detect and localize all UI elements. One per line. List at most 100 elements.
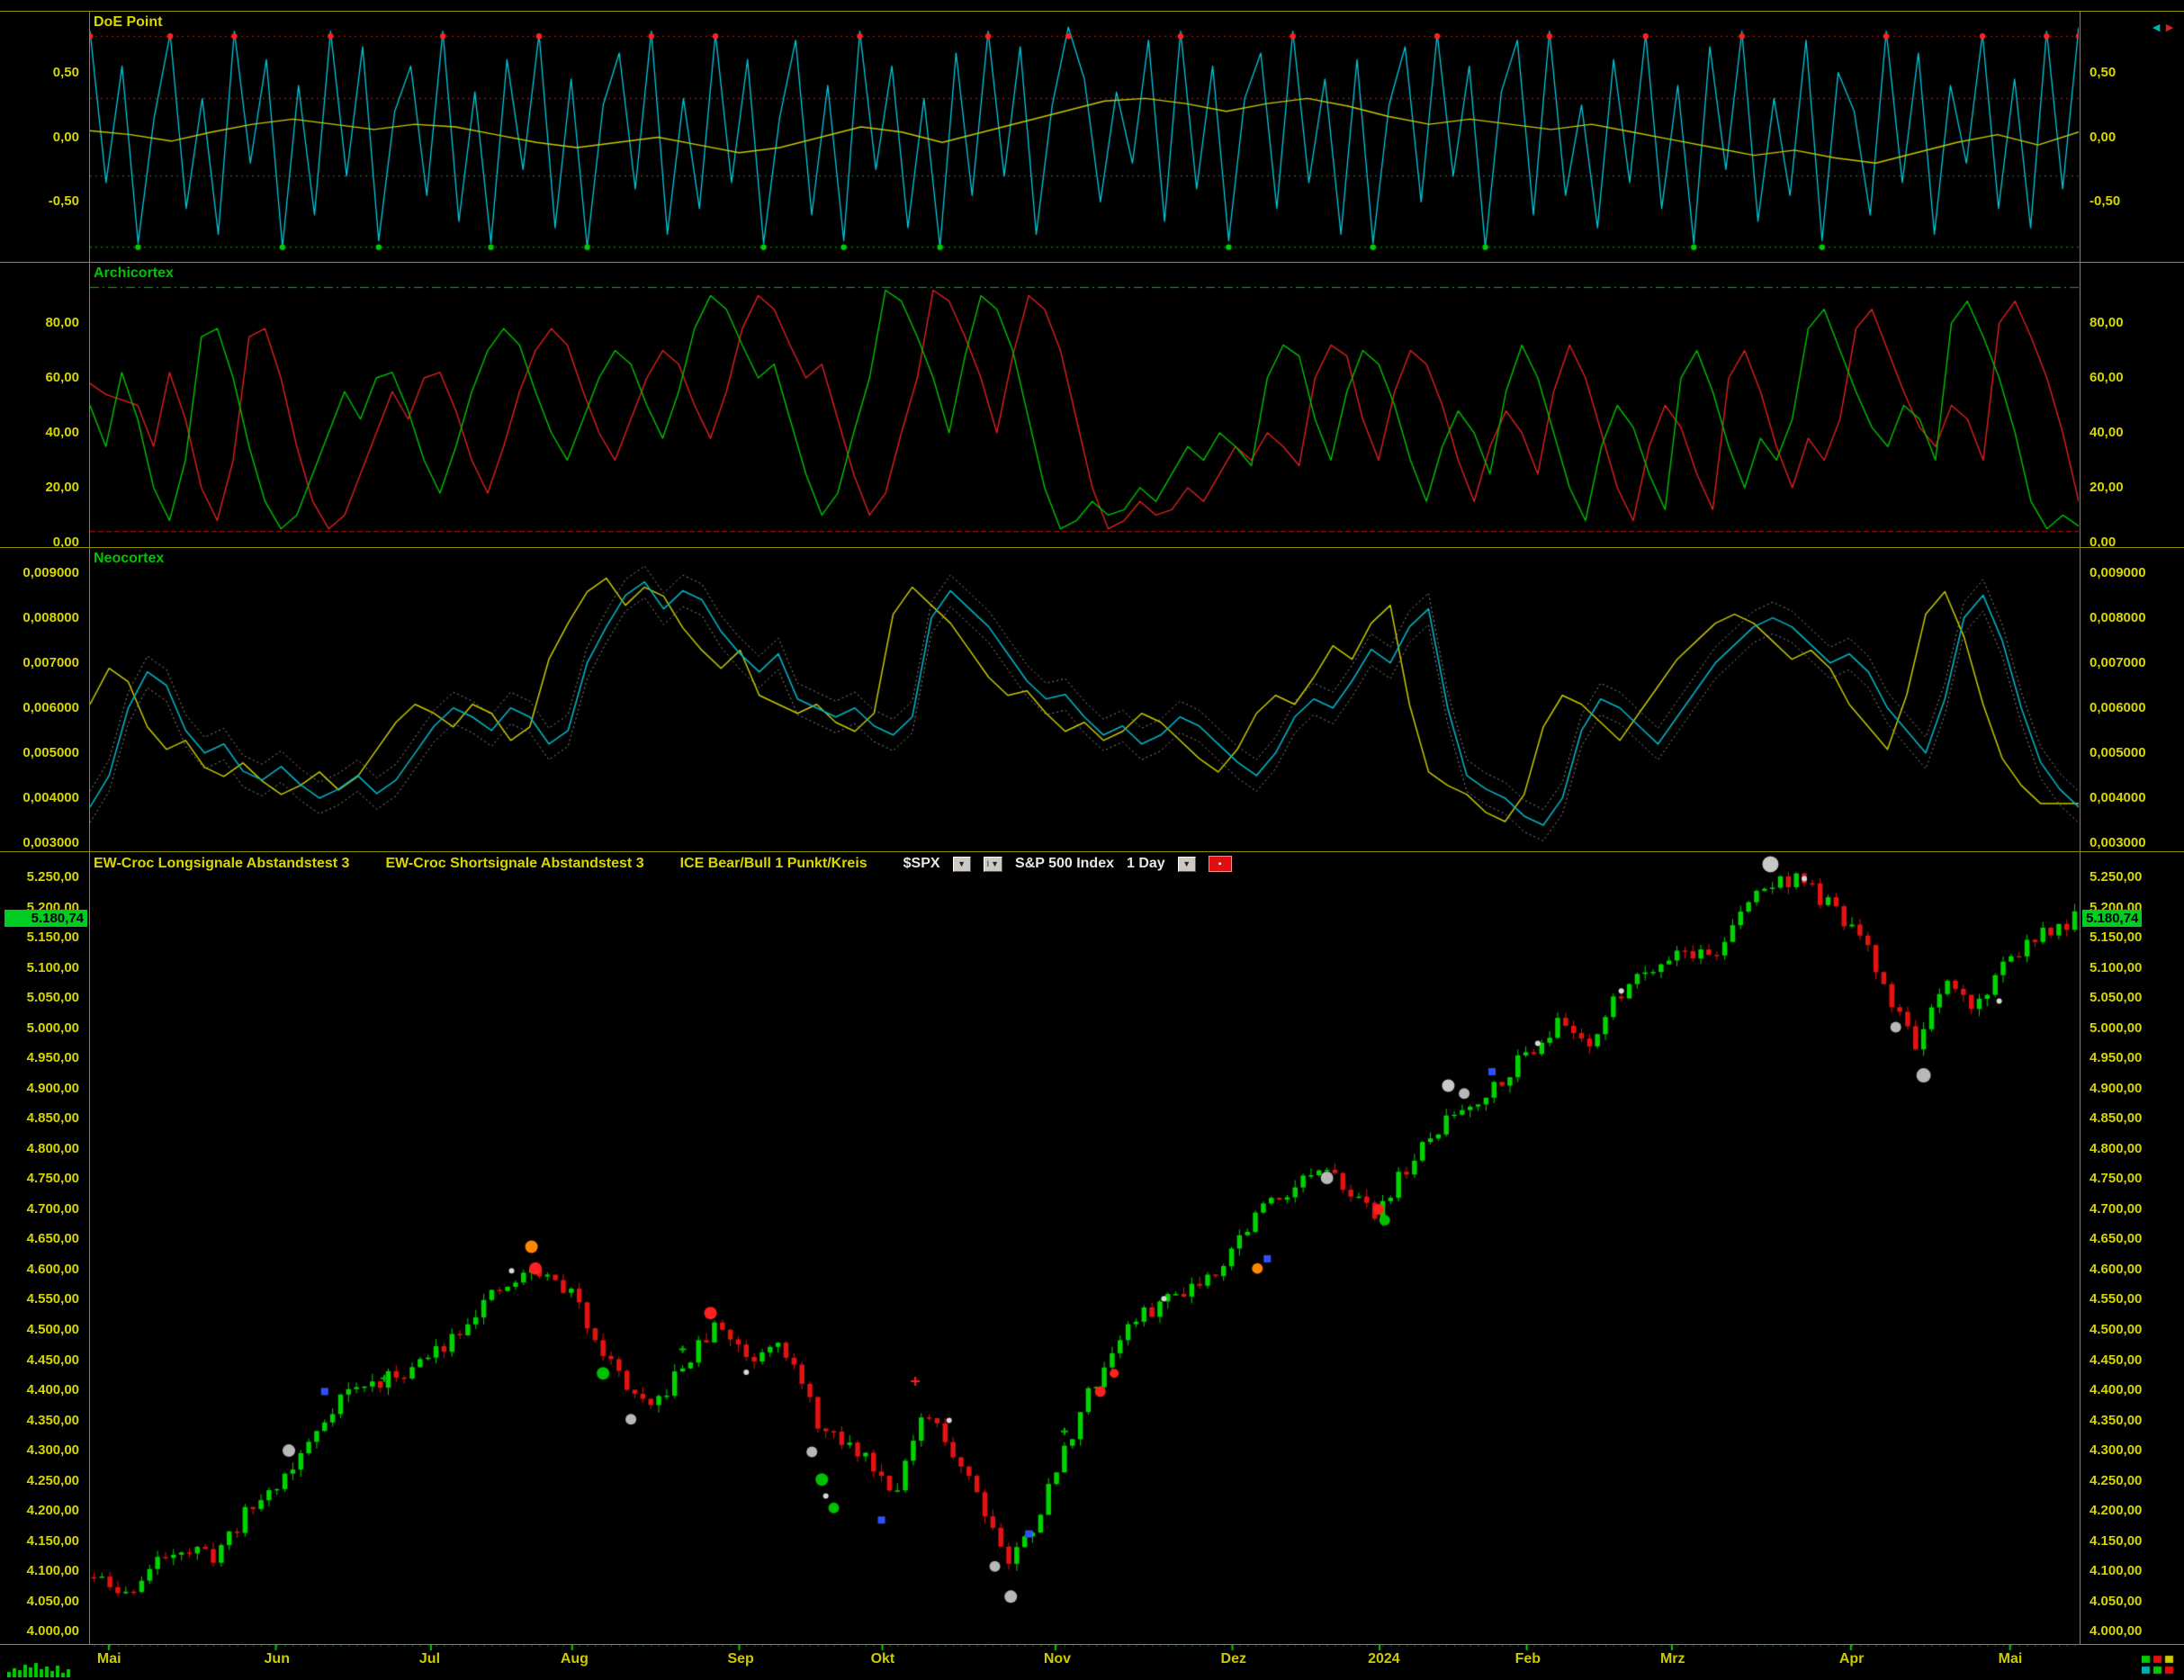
y-axis-right[interactable]: 0,009000 0,008000 0,007000 0,006000 0,005000… bbox=[2081, 548, 2184, 851]
y-axis-label: 4.950,00 bbox=[26, 1050, 79, 1066]
y-axis-left[interactable]: 0,50 0,00 -0,50 bbox=[0, 12, 88, 262]
y-axis-label: 5.250,00 bbox=[26, 869, 79, 885]
chart-toolbar: EW-Croc Longsignale Abstandstest 3 EW-Cr… bbox=[94, 856, 1232, 872]
y-axis-label: 0,00 bbox=[52, 534, 79, 550]
y-axis-label: 4.900,00 bbox=[26, 1080, 79, 1096]
interval-dropdown-button[interactable]: I ▼ bbox=[983, 856, 1003, 872]
y-axis-label: 4.350,00 bbox=[26, 1412, 79, 1428]
y-axis-label: 40,00 bbox=[2090, 424, 2124, 440]
legend-ew-croc-long[interactable]: EW-Croc Longsignale Abstandstest 3 bbox=[94, 856, 350, 871]
scroll-icons: ◄► bbox=[2150, 20, 2177, 34]
y-axis-label: 4.100,00 bbox=[2090, 1563, 2143, 1579]
y-axis-label: 80,00 bbox=[45, 315, 79, 331]
x-axis-month-label: Okt bbox=[870, 1651, 895, 1667]
y-axis-label: 0,008000 bbox=[2090, 609, 2146, 625]
legend-ew-croc-short[interactable]: EW-Croc Shortsignale Abstandstest 3 bbox=[385, 856, 644, 871]
instrument-label[interactable]: S&P 500 Index bbox=[1015, 856, 1114, 871]
interval-icon: I bbox=[986, 859, 990, 868]
y-axis-label: 4.550,00 bbox=[2090, 1291, 2143, 1307]
y-axis-label: 0,50 bbox=[2090, 64, 2117, 80]
chevron-down-icon: ▼ bbox=[957, 859, 966, 868]
y-axis-right[interactable]: 4.000,00 4.050,00 4.100,00 4.150,00 4.200,00… bbox=[2081, 852, 2184, 1644]
y-axis-right[interactable]: 0,50 0,00 -0,50 bbox=[2081, 12, 2184, 262]
y-axis-label: 0,005000 bbox=[2090, 744, 2146, 760]
time-axis[interactable]: Mai Jun Jul Aug Sep Okt Nov Dez 2024 Feb Mrz Apr Mai bbox=[0, 1644, 2184, 1680]
y-axis-label: 4.000,00 bbox=[26, 1623, 79, 1640]
y-axis-label: 0,006000 bbox=[2090, 699, 2146, 715]
y-axis-label: 4.850,00 bbox=[26, 1110, 79, 1127]
y-axis-label: -0,50 bbox=[48, 193, 79, 210]
y-axis-left[interactable]: 0,009000 0,008000 0,007000 0,006000 0,005000… bbox=[0, 548, 88, 851]
y-axis-label: -0,50 bbox=[2090, 193, 2121, 210]
red-indicator-badge[interactable]: ▪ bbox=[1208, 856, 1232, 872]
scroll-left-icon[interactable]: ◄ bbox=[2150, 20, 2164, 34]
panel-main-chart: 4.000,00 4.050,00 4.100,00 4.150,00 4.200,00… bbox=[0, 851, 2184, 1645]
y-axis-left[interactable]: 80,00 60,00 40,00 20,00 0,00 bbox=[0, 263, 88, 550]
x-axis-month-label: Sep bbox=[727, 1651, 754, 1667]
neocortex-plot-canvas[interactable] bbox=[90, 548, 2079, 852]
scroll-right-icon[interactable]: ► bbox=[2163, 20, 2177, 34]
y-axis-label: 4.200,00 bbox=[26, 1503, 79, 1519]
y-axis-label: 0,006000 bbox=[22, 699, 79, 715]
y-axis-label: 20,00 bbox=[2090, 479, 2124, 495]
x-axis-month-label: Mrz bbox=[1659, 1651, 1685, 1667]
y-axis-label: 80,00 bbox=[2090, 315, 2124, 331]
y-axis-label: 4.850,00 bbox=[2090, 1110, 2143, 1127]
y-axis-label: 0,007000 bbox=[2090, 654, 2146, 670]
axis-separator-line bbox=[2080, 11, 2081, 1644]
red-badge-icon: ▪ bbox=[1218, 858, 1222, 869]
y-axis-label: 5.000,00 bbox=[2090, 1020, 2143, 1036]
y-axis-label: 4.700,00 bbox=[2090, 1200, 2143, 1217]
y-axis-label: 4.200,00 bbox=[2090, 1503, 2143, 1519]
y-axis-label: 5.250,00 bbox=[2090, 869, 2143, 885]
y-axis-label: 40,00 bbox=[45, 424, 79, 440]
y-axis-label: 4.450,00 bbox=[2090, 1352, 2143, 1368]
y-axis-label: 0,005000 bbox=[22, 744, 79, 760]
symbol-label[interactable]: $SPX bbox=[903, 856, 940, 871]
x-axis-month-label: Feb bbox=[1514, 1651, 1541, 1667]
y-axis-label: 4.250,00 bbox=[26, 1472, 79, 1488]
last-price-badge-left: 5.180,74 bbox=[4, 909, 87, 927]
y-axis-label: 0,00 bbox=[52, 129, 79, 145]
y-axis-label: 60,00 bbox=[45, 370, 79, 386]
y-axis-label: 4.000,00 bbox=[2090, 1623, 2143, 1640]
x-axis-month-label: Mai bbox=[1998, 1651, 2023, 1667]
y-axis-label: 4.600,00 bbox=[26, 1261, 79, 1277]
archicortex-plot-canvas[interactable] bbox=[90, 263, 2079, 548]
y-axis-label: 5.150,00 bbox=[2090, 930, 2143, 946]
y-axis-label: 0,004000 bbox=[2090, 789, 2146, 805]
price-chart-canvas[interactable] bbox=[90, 852, 2079, 1645]
last-price-badge-right: 5.180,74 bbox=[2082, 909, 2143, 927]
y-axis-label: 4.350,00 bbox=[2090, 1412, 2143, 1428]
y-axis-label: 5.100,00 bbox=[26, 959, 79, 975]
x-axis-month-label: Jul bbox=[418, 1651, 441, 1667]
panel-title-archicortex: Archicortex bbox=[94, 265, 174, 281]
corner-indicator-widget bbox=[2142, 1654, 2178, 1676]
y-axis-label: 0,008000 bbox=[22, 609, 79, 625]
y-axis-label: 4.050,00 bbox=[26, 1593, 79, 1609]
y-axis-left[interactable]: 4.000,00 4.050,00 4.100,00 4.150,00 4.200,00… bbox=[0, 852, 88, 1644]
y-axis-label: 4.500,00 bbox=[26, 1322, 79, 1337]
legend-ice-bear-bull[interactable]: ICE Bear/Bull 1 Punkt/Kreis bbox=[679, 856, 867, 871]
y-axis-label: 4.650,00 bbox=[2090, 1231, 2143, 1247]
y-axis-label: 4.500,00 bbox=[2090, 1322, 2143, 1337]
y-axis-label: 20,00 bbox=[45, 479, 79, 495]
doe-point-plot-canvas[interactable] bbox=[90, 12, 2079, 263]
y-axis-label: 4.050,00 bbox=[2090, 1593, 2143, 1609]
y-axis-label: 4.100,00 bbox=[26, 1563, 79, 1579]
chevron-down-icon: ▼ bbox=[991, 859, 1000, 868]
chevron-down-icon: ▼ bbox=[1182, 859, 1191, 868]
period-dropdown-button[interactable]: ▼ bbox=[1177, 856, 1196, 872]
x-axis-month-label: Mai bbox=[96, 1651, 121, 1667]
y-axis-label: 4.750,00 bbox=[26, 1171, 79, 1187]
y-axis-label: 4.950,00 bbox=[2090, 1050, 2143, 1066]
symbol-dropdown-button[interactable]: ▼ bbox=[952, 856, 971, 872]
y-axis-right[interactable]: 80,00 60,00 40,00 20,00 0,00 bbox=[2081, 263, 2184, 550]
y-axis-label: 4.150,00 bbox=[26, 1532, 79, 1549]
panel-title-doe-point: DoE Point bbox=[94, 14, 163, 30]
panel-title-neocortex: Neocortex bbox=[94, 551, 165, 566]
y-axis-label: 5.050,00 bbox=[26, 990, 79, 1006]
y-axis-label: 4.400,00 bbox=[2090, 1382, 2143, 1398]
period-label[interactable]: 1 Day bbox=[1127, 856, 1165, 871]
